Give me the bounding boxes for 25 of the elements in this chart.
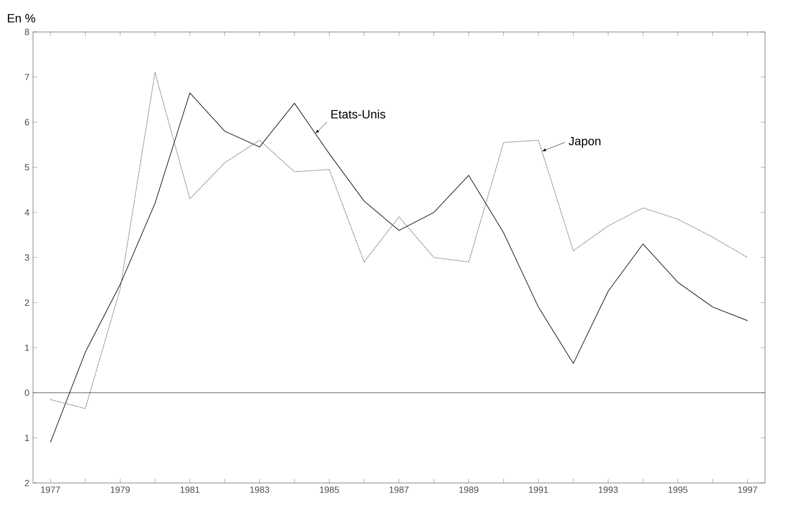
x-tick-label: 1979 bbox=[110, 486, 130, 493]
x-tick-label: 1993 bbox=[598, 486, 618, 493]
x-tick-label: 1987 bbox=[390, 486, 409, 493]
y-tick-label: 1 bbox=[25, 344, 30, 351]
x-tick-label: 1981 bbox=[180, 486, 200, 493]
x-tick-label: 1997 bbox=[738, 486, 758, 493]
y-tick-label: 2 bbox=[24, 299, 30, 306]
x-tick-label: 1995 bbox=[668, 486, 688, 493]
x-tick-label: 1983 bbox=[250, 486, 270, 493]
y-tick-label: 3 bbox=[24, 254, 30, 261]
x-tick-label: 1991 bbox=[529, 486, 548, 493]
y-tick-label: 8 bbox=[24, 28, 30, 36]
text: Japon bbox=[568, 136, 600, 148]
series-label: Etats-Unis bbox=[331, 110, 386, 118]
x-tick-label: 1977 bbox=[41, 486, 60, 493]
y-tick-label: 0 bbox=[24, 390, 30, 396]
y-tick-label: 1 bbox=[25, 434, 30, 441]
y-tick-label: 5 bbox=[24, 164, 30, 170]
y-tick-label: 7 bbox=[24, 74, 30, 80]
y-tick-label: 2 bbox=[24, 480, 30, 486]
y-axis-title: En % bbox=[8, 14, 36, 22]
x-tick-label: 1989 bbox=[459, 486, 478, 493]
y-tick-label: 6 bbox=[24, 118, 30, 126]
x-tick-label: 1985 bbox=[320, 486, 339, 493]
y-tick-label: 4 bbox=[24, 209, 30, 216]
